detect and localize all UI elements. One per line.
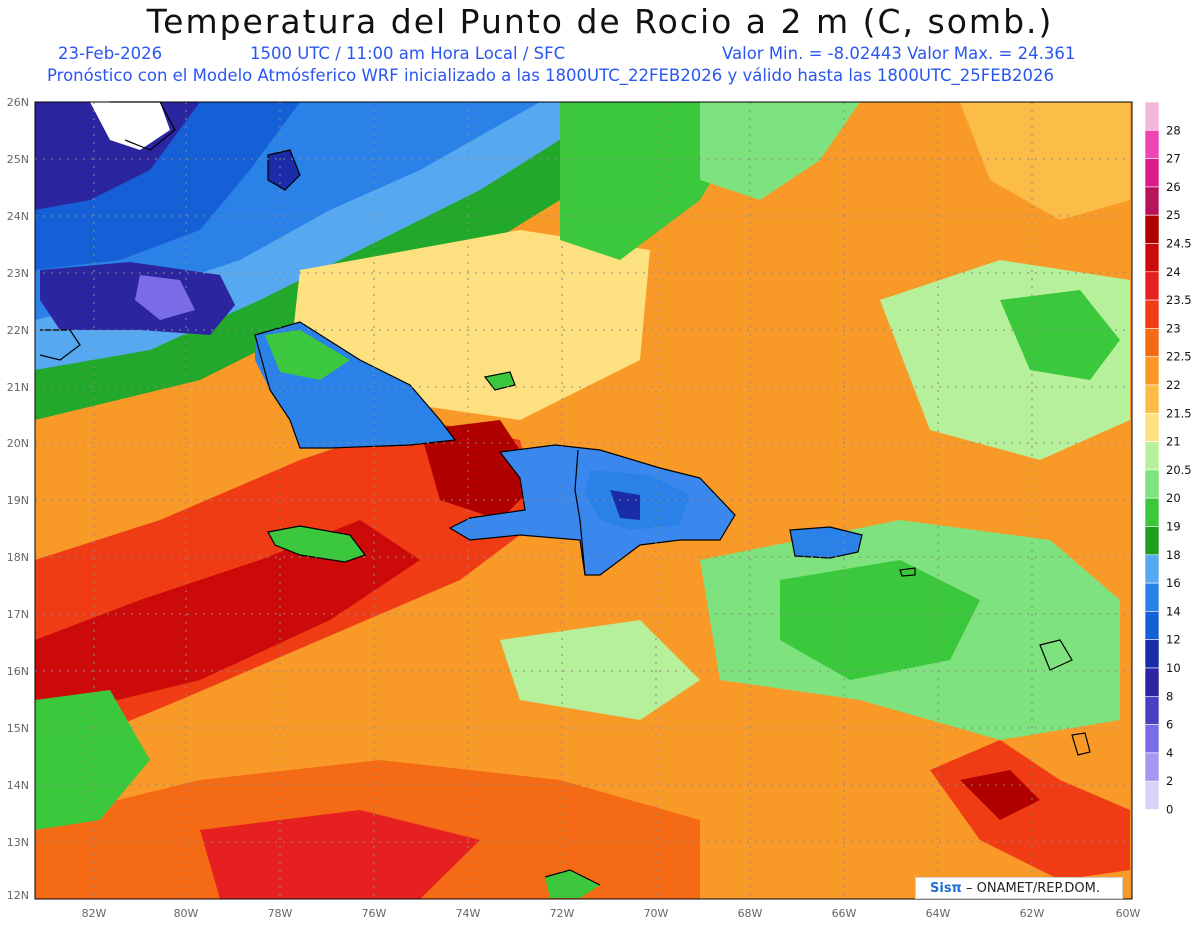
map-field [35, 102, 1132, 899]
legend-swatch [1144, 582, 1160, 612]
lat-label: 25N [7, 153, 29, 166]
legend-swatch [1144, 441, 1160, 471]
lat-label: 23N [7, 267, 29, 280]
legend-label: 12 [1166, 633, 1181, 647]
legend-swatch [1144, 186, 1160, 216]
longitude-axis: 82W 80W 78W 76W 74W 72W 70W 68W 66W 64W … [82, 907, 1141, 920]
legend-label: 6 [1166, 718, 1173, 732]
map-title: Temperatura del Punto de Rocio a 2 m (C,… [146, 2, 1054, 41]
legend-label: 8 [1166, 689, 1173, 703]
legend-label: 0 [1166, 803, 1173, 817]
legend-label: 20.5 [1166, 463, 1192, 477]
forecast-date: 23-Feb-2026 [58, 44, 163, 63]
credit-text: – ONAMET/REP.DOM. [965, 881, 1101, 896]
legend-label: 10 [1166, 661, 1181, 675]
lat-label: 15N [7, 722, 29, 735]
lat-label: 18N [7, 551, 29, 564]
legend-label: 23 [1166, 321, 1181, 335]
legend-swatch [1144, 299, 1160, 329]
legend-label: 14 [1166, 604, 1181, 618]
forecast-time: 1500 UTC / 11:00 am Hora Local / SFC [250, 44, 566, 63]
lon-label: 66W [832, 907, 857, 920]
legend-swatch [1144, 526, 1160, 556]
legend-swatch [1144, 214, 1160, 244]
legend-swatch [1144, 639, 1160, 669]
lat-label: 20N [7, 437, 29, 450]
legend-label: 25 [1166, 208, 1181, 222]
credit-box: Sisπ – ONAMET/REP.DOM. [915, 877, 1123, 899]
legend-label: 23.5 [1166, 293, 1192, 307]
lon-label: 74W [456, 907, 481, 920]
legend-label: 2 [1166, 774, 1173, 788]
lat-label: 24N [7, 210, 29, 223]
legend-swatch [1144, 780, 1160, 810]
legend-swatch [1144, 412, 1160, 442]
legend-label: 4 [1166, 746, 1173, 760]
legend-swatch [1144, 497, 1160, 527]
legend-label: 21 [1166, 435, 1181, 449]
lat-label: 19N [7, 494, 29, 507]
legend-swatch [1144, 158, 1160, 188]
legend-swatch [1144, 271, 1160, 301]
legend-label: 16 [1166, 576, 1181, 590]
legend-swatch [1144, 724, 1160, 754]
legend-label: 24.5 [1166, 237, 1192, 251]
legend-label: 20 [1166, 491, 1181, 505]
lat-label: 21N [7, 381, 29, 394]
legend-label: 21.5 [1166, 406, 1192, 420]
lon-label: 80W [174, 907, 199, 920]
legend-label: 27 [1166, 152, 1181, 166]
legend-swatch [1144, 611, 1160, 641]
legend-swatch [1144, 667, 1160, 697]
lon-label: 72W [550, 907, 575, 920]
lat-label: 13N [7, 836, 29, 849]
min-max-values: Valor Min. = -8.02443 Valor Max. = 24.36… [722, 44, 1076, 63]
legend-label: 18 [1166, 548, 1181, 562]
legend-label: 24 [1166, 265, 1181, 279]
legend-swatch [1144, 356, 1160, 386]
lon-label: 82W [82, 907, 107, 920]
lon-label: 62W [1020, 907, 1045, 920]
model-info: Pronóstico con el Modelo Atmósferico WRF… [47, 66, 1055, 85]
legend-swatch [1144, 752, 1160, 782]
lon-label: 68W [738, 907, 763, 920]
map-frame [34, 101, 1133, 900]
color-legend: 2827262524.52423.52322.52221.52120.52019… [1144, 101, 1192, 817]
lat-label: 16N [7, 665, 29, 678]
legend-swatch [1144, 554, 1160, 584]
legend-swatch [1144, 101, 1160, 131]
lat-label: 17N [7, 608, 29, 621]
legend-label: 19 [1166, 520, 1181, 534]
lat-label: 22N [7, 324, 29, 337]
legend-label: 22.5 [1166, 350, 1192, 364]
graticule [35, 102, 1132, 899]
legend-swatch [1144, 695, 1160, 725]
legend-label: 22 [1166, 378, 1181, 392]
lon-label: 78W [268, 907, 293, 920]
legend-swatch [1144, 384, 1160, 414]
legend-swatch [1144, 243, 1160, 273]
lon-label: 70W [644, 907, 669, 920]
legend-swatch [1144, 130, 1160, 159]
latitude-axis: 26N 25N 24N 23N 22N 21N 20N 19N 18N 17N … [7, 96, 29, 902]
lat-label: 12N [7, 889, 29, 902]
lon-label: 76W [362, 907, 387, 920]
sispi-logo: Sisπ [930, 881, 962, 896]
lon-label: 64W [926, 907, 951, 920]
legend-swatch [1144, 469, 1160, 499]
legend-label: 28 [1166, 123, 1181, 137]
legend-label: 26 [1166, 180, 1181, 194]
lat-label: 14N [7, 779, 29, 792]
lon-label: 60W [1116, 907, 1141, 920]
lat-label: 26N [7, 96, 29, 109]
legend-swatch [1144, 328, 1160, 357]
